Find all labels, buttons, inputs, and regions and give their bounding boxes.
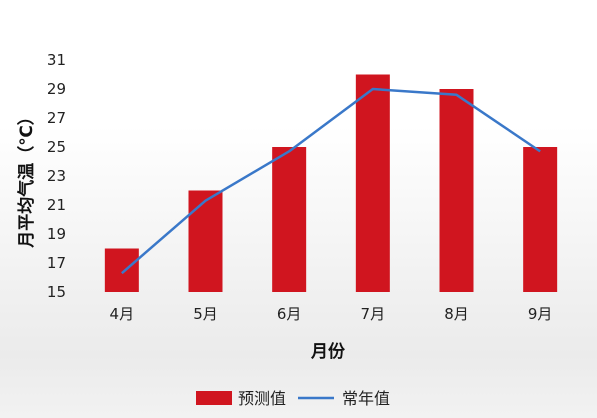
line-path [121, 87, 541, 275]
y-axis-title: 月平均气温（℃） [16, 108, 37, 249]
bar [355, 74, 390, 292]
y-tick-label: 17 [47, 254, 66, 272]
bar [104, 248, 139, 292]
line-series [121, 87, 541, 275]
y-tick-label: 25 [47, 138, 66, 156]
x-tick-label: 4月 [110, 305, 135, 323]
legend-label-bar: 预测值 [238, 389, 286, 408]
x-tick-label: 7月 [361, 305, 386, 323]
x-tick-label: 6月 [277, 305, 302, 323]
bar-series [104, 74, 558, 292]
y-tick-label: 29 [47, 80, 66, 98]
x-axis-title: 月份 [310, 341, 346, 362]
bar [272, 147, 307, 292]
legend-label-line: 常年值 [342, 389, 390, 408]
y-tick-label: 15 [47, 283, 66, 301]
y-tick-label: 23 [47, 167, 66, 185]
x-tick-label: 9月 [528, 305, 553, 323]
legend: 预测值 常年值 [196, 389, 390, 408]
bar [439, 89, 474, 292]
bar [523, 147, 558, 292]
x-tick-label: 5月 [193, 305, 218, 323]
y-tick-label: 21 [47, 196, 66, 214]
y-tick-label: 27 [47, 109, 66, 127]
x-tick-labels: 4月 5月 6月 7月 8月 9月 [110, 305, 553, 323]
legend-swatch-bar [196, 391, 232, 405]
y-tick-label: 31 [47, 51, 66, 69]
y-tick-labels: 15 17 19 21 23 25 27 29 31 [47, 51, 66, 301]
x-tick-label: 8月 [444, 305, 469, 323]
y-tick-label: 19 [47, 225, 66, 243]
bar [188, 190, 223, 292]
